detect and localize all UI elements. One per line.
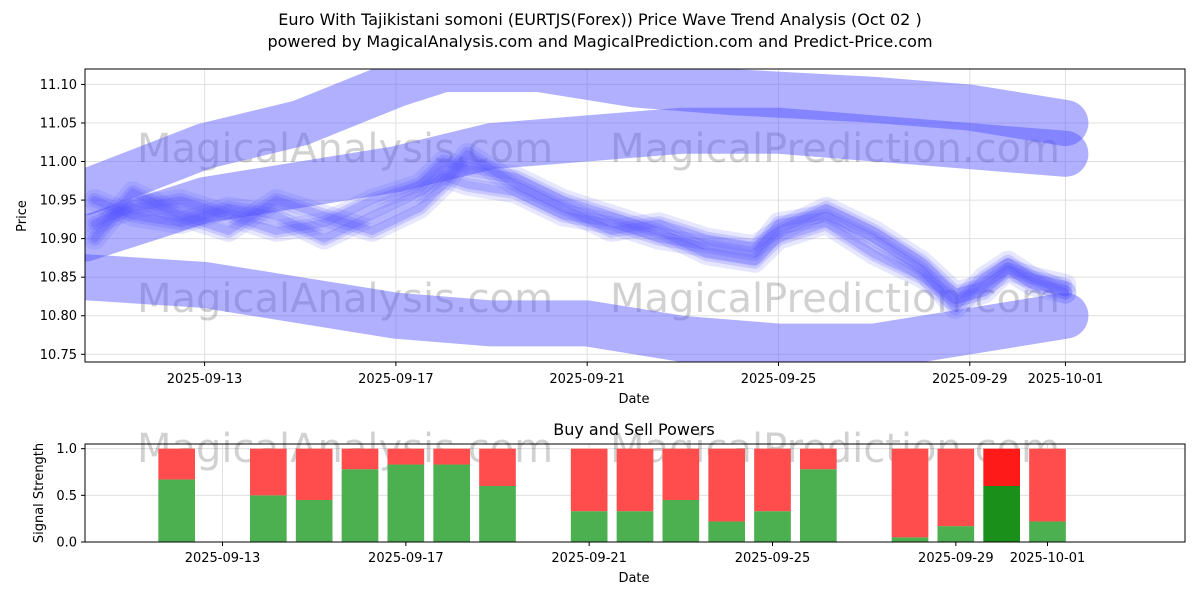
- powers-xtick-label-5: 2025-10-01: [1010, 551, 1086, 566]
- price-path-2-core-2: [90, 149, 1070, 297]
- sell-bar-14: [937, 448, 975, 527]
- price-y-label: Price: [15, 200, 30, 232]
- price-xtick-label-3: 2025-09-25: [741, 372, 817, 387]
- price-xtick-label-0: 2025-09-13: [167, 372, 243, 387]
- price-xtick-label-1: 2025-09-17: [358, 372, 434, 387]
- powers-x-label: Date: [618, 571, 649, 586]
- chart-title-line1: Euro With Tajikistani somoni (EURTJS(For…: [278, 10, 921, 29]
- buy-bar-15: [983, 486, 1020, 542]
- price-ytick-label-3: 10.90: [40, 232, 77, 247]
- sell-bar-16: [1029, 448, 1066, 522]
- price-ytick-label-6: 11.05: [40, 116, 77, 131]
- powers-xtick-label-2: 2025-09-21: [551, 551, 627, 566]
- price-ytick-label-0: 10.75: [40, 348, 77, 363]
- buy-bar-4: [387, 464, 425, 542]
- price-path-0-core-1: [87, 154, 1073, 308]
- price-xtick-label-2: 2025-09-21: [549, 372, 625, 387]
- buy-bar-16: [1029, 521, 1066, 542]
- price-x-label: Date: [618, 392, 649, 407]
- powers-xtick-label-1: 2025-09-17: [368, 551, 444, 566]
- price-paths: [85, 142, 1077, 319]
- price-chart-frame: [84, 68, 1186, 363]
- powers-ytick-label-2: 1.0: [56, 442, 77, 457]
- sell-bar-8: [616, 448, 654, 512]
- powers-xtick-label-3: 2025-09-25: [735, 551, 811, 566]
- buy-bar-0: [158, 479, 195, 542]
- sell-bar-11: [754, 448, 791, 512]
- powers-chart-title: Buy and Sell Powers: [553, 420, 715, 439]
- wave-band-0: [85, 69, 1089, 216]
- sell-bar-10: [708, 448, 745, 522]
- sell-bar-1: [250, 448, 287, 496]
- buy-bar-14: [937, 526, 975, 542]
- price-xtick-label-5: 2025-10-01: [1028, 372, 1104, 387]
- sell-bar-15: [983, 448, 1020, 486]
- sell-bar-0: [158, 448, 195, 480]
- buy-bar-6: [479, 486, 516, 542]
- sell-bar-3: [341, 448, 379, 470]
- powers-x-axis: 2025-09-13 2025-09-17 2025-09-21 2025-09-25…: [185, 542, 1086, 566]
- buy-bar-7: [570, 511, 608, 542]
- powers-ytick-label-0: 0.0: [56, 536, 77, 551]
- sell-bar-9: [662, 448, 700, 500]
- buy-bar-8: [616, 511, 654, 542]
- sell-bar-2: [295, 448, 333, 500]
- sell-bar-6: [479, 448, 516, 486]
- powers-xtick-label-0: 2025-09-13: [185, 551, 261, 566]
- buy-sell-bars: [158, 448, 1066, 542]
- buy-bar-1: [250, 495, 287, 542]
- price-chart-grid: [85, 69, 1185, 362]
- price-path-0-core-2: [90, 157, 1070, 305]
- powers-y-axis: 0.0 0.5 1.0: [56, 442, 85, 551]
- price-path-2-core-1: [87, 146, 1073, 300]
- powers-y-label: Signal Strength: [32, 443, 47, 543]
- watermark-prediction-top: MagicalPrediction.com: [610, 126, 1060, 172]
- price-xtick-label-4: 2025-09-29: [932, 372, 1008, 387]
- price-ytick-label-5: 11.00: [40, 155, 77, 170]
- price-path-1: [85, 165, 1077, 319]
- sell-bar-7: [570, 448, 608, 512]
- sell-bar-4: [387, 448, 425, 465]
- price-y-axis: 10.75 10.80 10.85 10.90 10.95 11.00 11.05 11.10: [40, 78, 85, 363]
- wave-bands: [85, 69, 1089, 362]
- buy-bar-10: [708, 521, 745, 542]
- chart-title-line2: powered by MagicalAnalysis.com and Magic…: [267, 32, 932, 51]
- wave-band-1: [85, 107, 1089, 262]
- sell-bar-5: [433, 448, 470, 465]
- price-x-axis: 2025-09-13 2025-09-17 2025-09-21 2025-09-25…: [167, 362, 1103, 387]
- price-path-1-core-2: [90, 172, 1070, 312]
- price-path-2: [85, 142, 1077, 304]
- buy-bar-3: [341, 469, 379, 542]
- wave-band-2: [85, 254, 1089, 362]
- powers-ytick-label-1: 0.5: [56, 489, 77, 504]
- buy-bar-2: [295, 500, 333, 542]
- powers-xtick-label-4: 2025-09-29: [918, 551, 994, 566]
- buy-bar-13: [891, 537, 929, 542]
- sell-bar-13: [891, 448, 929, 538]
- watermark-prediction-bottom: MagicalPrediction.com: [610, 276, 1060, 322]
- buy-bar-11: [754, 511, 791, 542]
- price-chart-watermarks: MagicalAnalysis.com MagicalPrediction.co…: [137, 126, 1060, 322]
- buy-bar-12: [800, 469, 837, 542]
- price-ytick-label-1: 10.80: [40, 309, 77, 324]
- buy-bar-9: [662, 500, 700, 542]
- price-path-0: [85, 150, 1077, 312]
- price-ytick-label-4: 10.95: [40, 194, 77, 209]
- watermark-analysis-bottom: MagicalAnalysis.com: [137, 276, 553, 322]
- powers-chart-frame: [84, 443, 1186, 543]
- watermark-analysis-top: MagicalAnalysis.com: [137, 126, 553, 172]
- buy-bar-5: [433, 464, 470, 542]
- price-path-1-core-1: [87, 169, 1073, 315]
- sell-bar-12: [800, 448, 837, 470]
- price-ytick-label-2: 10.85: [40, 271, 77, 286]
- price-ytick-label-7: 11.10: [40, 78, 77, 93]
